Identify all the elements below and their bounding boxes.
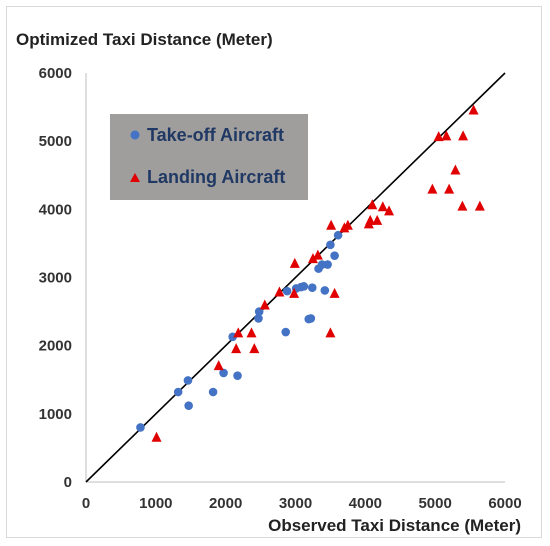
legend-label-landing: Landing Aircraft (147, 167, 285, 187)
takeoff-point (323, 260, 332, 269)
y-tick-label: 2000 (39, 338, 72, 355)
data-points (136, 104, 485, 442)
landing-point (427, 183, 438, 194)
legend-marker-takeoff (130, 130, 140, 140)
x-axis-title: Observed Taxi Distance (Meter) (268, 516, 521, 535)
takeoff-point (183, 376, 193, 385)
axes (85, 73, 505, 483)
takeoff-point (184, 401, 193, 410)
landing-point (259, 299, 270, 310)
takeoff-point (306, 314, 316, 323)
takeoff-point (333, 230, 343, 240)
x-tick-label: 4000 (349, 495, 382, 512)
y-tick-label: 0 (64, 474, 72, 491)
y-tick-label: 1000 (39, 406, 72, 423)
y-tick-label: 6000 (39, 65, 72, 82)
landing-point (342, 219, 353, 230)
landing-point (377, 201, 388, 212)
legend-marker-landing (130, 173, 140, 182)
x-tick-label: 0 (82, 495, 90, 512)
landing-point (289, 287, 300, 298)
takeoff-point (136, 423, 145, 432)
y-tick-label: 5000 (39, 133, 72, 150)
legend-box (110, 114, 308, 200)
landing-point (307, 253, 318, 264)
takeoff-point (173, 387, 183, 397)
landing-point (274, 286, 285, 297)
takeoff-point (254, 314, 263, 323)
landing-point (384, 205, 395, 216)
landing-point (457, 200, 468, 211)
y-axis-title: Optimized Taxi Distance (Meter) (16, 30, 273, 49)
landing-point (246, 327, 257, 338)
chart-frame (6, 6, 542, 538)
landing-point (325, 327, 336, 338)
landing-point (365, 214, 376, 225)
x-tick-label: 6000 (488, 495, 521, 512)
x-tick-label: 3000 (279, 495, 312, 512)
takeoff-point (330, 251, 339, 260)
takeoff-point (307, 283, 317, 293)
takeoff-point (233, 371, 242, 380)
landing-point (151, 431, 162, 442)
landing-point (441, 130, 452, 141)
landing-point (213, 360, 224, 371)
legend: Take-off Aircraft Landing Aircraft (110, 114, 308, 200)
landing-point (372, 214, 383, 225)
reference-line (85, 72, 506, 483)
landing-point (433, 131, 444, 142)
landing-point (444, 183, 455, 194)
landing-point (231, 343, 242, 354)
landing-point (249, 343, 260, 354)
legend-label-takeoff: Take-off Aircraft (147, 125, 284, 145)
tick-labels: 0 1000 2000 3000 4000 5000 6000 0 1000 2000 3000 40… (39, 65, 522, 512)
landing-point (458, 130, 469, 141)
landing-point (450, 164, 461, 175)
takeoff-point (208, 387, 218, 397)
takeoff-point (281, 327, 291, 337)
landing-point (329, 287, 340, 298)
y-tick-label: 3000 (39, 270, 72, 287)
landing-point (367, 199, 378, 210)
takeoff-point (326, 240, 335, 250)
takeoff-point (320, 286, 330, 295)
x-tick-label: 5000 (418, 495, 451, 512)
landing-point (233, 327, 244, 338)
x-tick-label: 2000 (209, 495, 242, 512)
landing-point (474, 200, 485, 211)
landing-point (289, 257, 300, 268)
x-tick-label: 1000 (139, 495, 172, 512)
landing-point (326, 219, 337, 230)
landing-point (468, 104, 479, 115)
landing-point (312, 249, 323, 260)
takeoff-point (299, 282, 309, 291)
takeoff-point (219, 368, 228, 378)
takeoff-point (282, 286, 292, 296)
y-tick-label: 4000 (39, 201, 72, 218)
